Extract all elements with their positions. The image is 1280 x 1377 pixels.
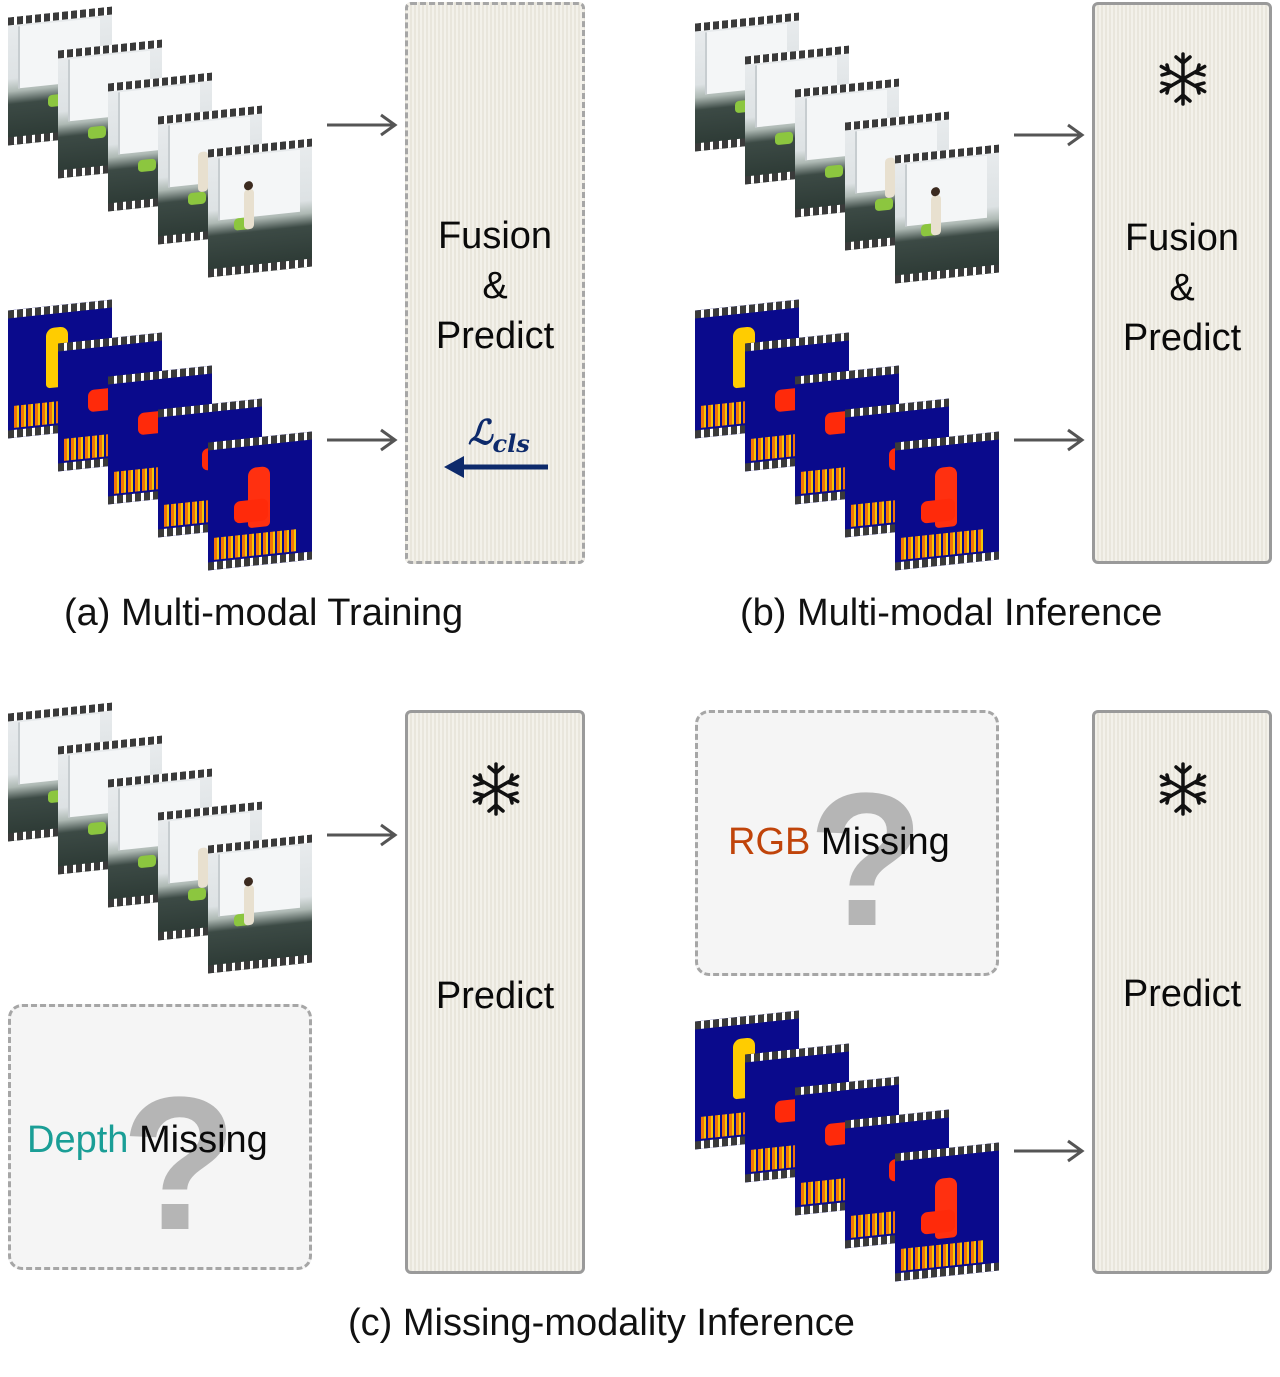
missing-word: Missing [138,1119,268,1161]
fusion-predict-panel-training: Fusion & Predict ℒcls [405,2,585,564]
panel-label: Fusion & Predict [1095,213,1269,363]
loss-symbol: ℒ [468,413,493,453]
depth-stack-b [695,299,1005,575]
rgb-stack-a [8,6,318,282]
depth-frame [208,431,312,571]
panel-label: Fusion & Predict [408,211,582,361]
snowflake-icon [472,762,520,816]
missing-word: Missing [820,821,950,863]
caption-c: (c) Missing-modality Inference [348,1302,855,1344]
rgb-missing-box: ? RGB Missing [695,710,999,976]
right-arrow-icon [1014,428,1085,452]
depth-frame [895,1142,999,1282]
rgb-frame [208,834,312,974]
rgb-frame [208,138,312,278]
right-arrow-icon [1014,1139,1085,1163]
predict-label: Predict [435,975,555,1017]
right-arrow-icon [1014,123,1085,147]
fusion-label: Fusion [1124,217,1240,259]
ampersand-label: & [482,265,508,307]
predict-label: Predict [1122,973,1242,1015]
ampersand-label: & [1169,267,1195,309]
question-mark-icon: ? [808,754,925,966]
rgb-stack-b [695,12,1005,288]
depth-word: Depth [27,1119,129,1161]
rgb-missing-label: RGB Missing [728,821,950,864]
right-arrow-icon [327,428,398,452]
rgb-stack-c [8,702,318,978]
predict-label: Predict [1122,317,1242,359]
caption-b: (b) Multi-modal Inference [740,592,1163,634]
predict-label: Predict [435,315,555,357]
fusion-label: Fusion [437,215,553,257]
snowflake-icon [1159,52,1207,106]
loss-subscript: cls [492,429,530,458]
rgb-frame [895,144,999,284]
loss-label: ℒcls [468,413,530,458]
right-arrow-icon [327,823,398,847]
depth-stack-c [695,1010,1005,1286]
question-mark-icon: ? [121,1058,238,1270]
predict-panel-rgb-missing: Predict [1092,710,1272,1274]
depth-stack-a [8,299,318,575]
depth-frame [895,431,999,571]
snowflake-icon [1159,762,1207,816]
depth-missing-box: ? Depth Missing [8,1004,312,1270]
depth-missing-label: Depth Missing [27,1119,268,1162]
right-arrow-icon [327,113,398,137]
caption-a: (a) Multi-modal Training [64,592,464,634]
left-arrow-icon [444,456,548,478]
rgb-word: RGB [728,821,811,863]
predict-panel-depth-missing: Predict [405,710,585,1274]
fusion-predict-panel-inference: Fusion & Predict [1092,2,1272,564]
